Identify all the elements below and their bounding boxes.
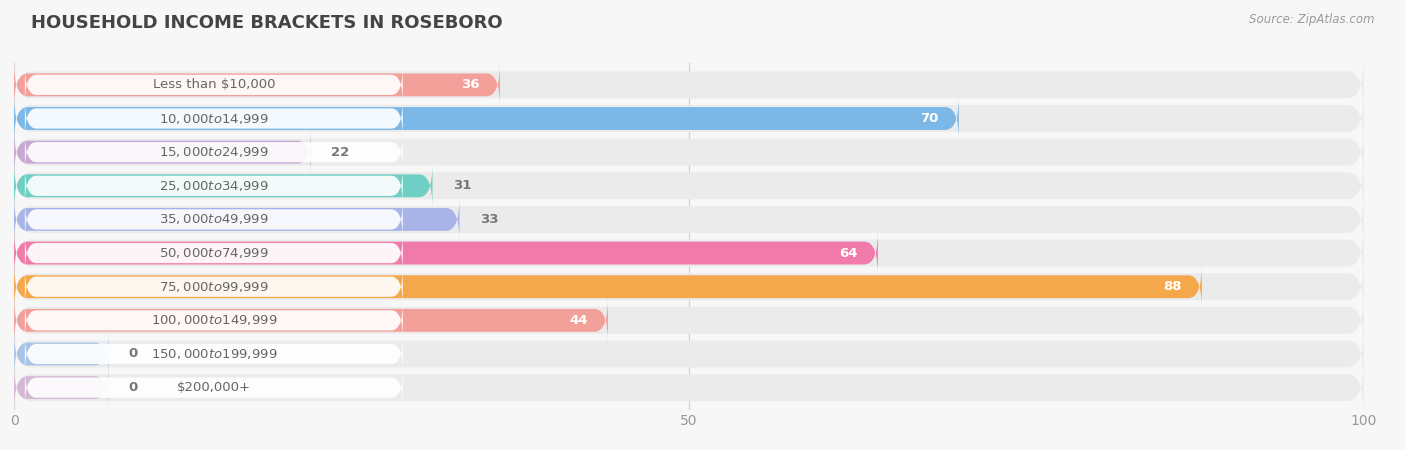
- FancyBboxPatch shape: [25, 234, 402, 271]
- FancyBboxPatch shape: [14, 265, 1202, 309]
- FancyBboxPatch shape: [14, 365, 108, 410]
- FancyBboxPatch shape: [14, 226, 1364, 280]
- FancyBboxPatch shape: [14, 193, 1364, 246]
- FancyBboxPatch shape: [25, 66, 402, 104]
- Text: 22: 22: [332, 146, 350, 159]
- Text: $75,000 to $99,999: $75,000 to $99,999: [159, 280, 269, 294]
- FancyBboxPatch shape: [25, 268, 402, 305]
- Text: Less than $10,000: Less than $10,000: [153, 78, 276, 91]
- FancyBboxPatch shape: [25, 167, 402, 204]
- FancyBboxPatch shape: [25, 302, 402, 339]
- Text: Source: ZipAtlas.com: Source: ZipAtlas.com: [1250, 14, 1375, 27]
- FancyBboxPatch shape: [14, 260, 1364, 314]
- FancyBboxPatch shape: [14, 332, 108, 376]
- Text: $200,000+: $200,000+: [177, 381, 250, 394]
- Text: 33: 33: [479, 213, 498, 226]
- Text: $35,000 to $49,999: $35,000 to $49,999: [159, 212, 269, 226]
- Text: 64: 64: [839, 247, 858, 260]
- FancyBboxPatch shape: [14, 197, 460, 242]
- FancyBboxPatch shape: [14, 130, 311, 174]
- FancyBboxPatch shape: [14, 92, 1364, 145]
- Text: 36: 36: [461, 78, 479, 91]
- FancyBboxPatch shape: [14, 164, 433, 208]
- Text: 88: 88: [1163, 280, 1181, 293]
- FancyBboxPatch shape: [14, 361, 1364, 414]
- FancyBboxPatch shape: [14, 58, 1364, 112]
- Text: 44: 44: [569, 314, 588, 327]
- FancyBboxPatch shape: [25, 369, 402, 406]
- Text: $150,000 to $199,999: $150,000 to $199,999: [150, 347, 277, 361]
- Text: $50,000 to $74,999: $50,000 to $74,999: [159, 246, 269, 260]
- FancyBboxPatch shape: [14, 293, 1364, 347]
- Text: 70: 70: [921, 112, 939, 125]
- Text: $15,000 to $24,999: $15,000 to $24,999: [159, 145, 269, 159]
- FancyBboxPatch shape: [25, 336, 402, 373]
- FancyBboxPatch shape: [14, 159, 1364, 213]
- FancyBboxPatch shape: [14, 125, 1364, 179]
- FancyBboxPatch shape: [14, 63, 501, 107]
- Text: 31: 31: [453, 179, 471, 192]
- FancyBboxPatch shape: [14, 96, 959, 141]
- FancyBboxPatch shape: [25, 100, 402, 137]
- Text: $100,000 to $149,999: $100,000 to $149,999: [150, 313, 277, 327]
- FancyBboxPatch shape: [14, 231, 877, 275]
- Text: $10,000 to $14,999: $10,000 to $14,999: [159, 112, 269, 126]
- FancyBboxPatch shape: [14, 298, 607, 342]
- FancyBboxPatch shape: [14, 327, 1364, 381]
- Text: $25,000 to $34,999: $25,000 to $34,999: [159, 179, 269, 193]
- Text: 0: 0: [129, 381, 138, 394]
- FancyBboxPatch shape: [25, 134, 402, 171]
- Text: 0: 0: [129, 347, 138, 360]
- Text: HOUSEHOLD INCOME BRACKETS IN ROSEBORO: HOUSEHOLD INCOME BRACKETS IN ROSEBORO: [31, 14, 502, 32]
- FancyBboxPatch shape: [25, 201, 402, 238]
